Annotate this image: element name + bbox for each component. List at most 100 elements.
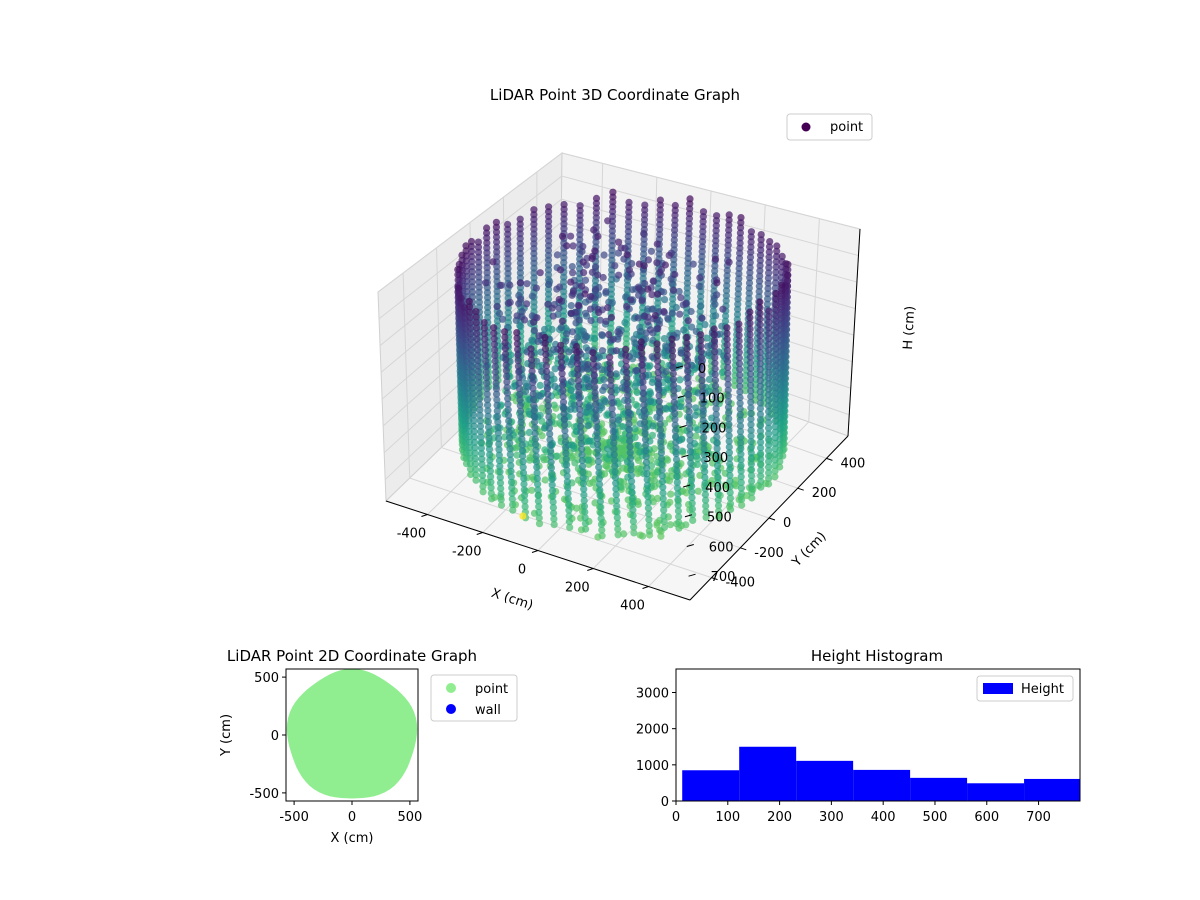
- histogram-bar: [967, 783, 1025, 801]
- point-3d: [694, 487, 702, 495]
- point-3d: [597, 520, 606, 529]
- point-3d: [548, 487, 557, 495]
- point-3d: [468, 373, 476, 381]
- point-3d: [688, 505, 697, 513]
- point-3d: [765, 248, 773, 256]
- point-3d: [568, 328, 577, 336]
- point-3d: [693, 460, 702, 469]
- point-3d: [477, 433, 485, 441]
- point-3d: [765, 413, 773, 421]
- y-tick-mark: [797, 487, 804, 491]
- point-3d: [579, 242, 587, 250]
- point-3d: [771, 412, 779, 420]
- point-3d: [484, 407, 492, 415]
- point-3d: [476, 417, 484, 425]
- point-3d: [480, 324, 488, 332]
- point-3d: [658, 472, 666, 480]
- point-3d: [533, 463, 541, 471]
- point-3d: [607, 347, 615, 355]
- point-3d: [557, 358, 566, 366]
- point-3d: [508, 501, 517, 509]
- point-3d: [595, 353, 603, 361]
- point-3d: [497, 495, 505, 504]
- point-3d: [567, 309, 575, 317]
- point-3d: [549, 312, 557, 320]
- point-3d: [556, 266, 565, 274]
- point-3d: [471, 449, 479, 457]
- point-3d: [503, 389, 511, 397]
- x-tick-label-hist: 200: [767, 810, 792, 825]
- point-3d: [483, 385, 491, 393]
- point-3d: [609, 335, 617, 343]
- point-3d: [756, 421, 765, 430]
- chart-3d-title: LiDAR Point 3D Coordinate Graph: [490, 86, 740, 104]
- point-3d: [756, 382, 764, 390]
- point-3d: [765, 458, 773, 466]
- point-3d: [734, 300, 742, 308]
- histogram-bar: [853, 769, 911, 801]
- point-3d: [673, 473, 681, 481]
- point-3d: [747, 415, 755, 423]
- point-3d: [757, 236, 765, 244]
- point-3d: [725, 211, 733, 219]
- point-3d: [606, 365, 614, 373]
- histogram-bar: [910, 777, 968, 801]
- point-3d: [575, 388, 583, 396]
- point-3d: [659, 495, 667, 503]
- point-3d: [484, 313, 492, 321]
- point-3d: [657, 532, 665, 540]
- point-3d: [534, 486, 542, 494]
- point-3d: [756, 262, 764, 270]
- point-3d: [567, 302, 575, 310]
- point-3d: [756, 315, 764, 323]
- point-3d: [504, 411, 513, 419]
- legend-3d-frame: [786, 113, 873, 141]
- x-tick-label-hist: 400: [871, 810, 896, 825]
- point-3d: [747, 438, 755, 446]
- point-3d: [612, 370, 620, 378]
- point-3d: [471, 438, 479, 446]
- point-3d: [581, 290, 589, 298]
- point-3d: [724, 380, 732, 389]
- legend-histogram: Height: [976, 675, 1074, 702]
- point-3d: [725, 409, 733, 417]
- point-3d: [514, 357, 522, 365]
- point-3d: [701, 473, 709, 482]
- point-3d: [535, 503, 543, 511]
- point-3d: [609, 422, 617, 430]
- point-3d: [685, 408, 693, 416]
- point-3d: [643, 481, 652, 489]
- point-3d: [660, 518, 668, 526]
- point-3d: [698, 376, 706, 384]
- point-3d: [476, 422, 485, 430]
- point-3d: [601, 383, 609, 391]
- point-3d: [596, 316, 604, 324]
- point-3d: [640, 262, 648, 270]
- point-3d: [735, 270, 743, 278]
- point-3d: [660, 506, 668, 514]
- point-3d: [688, 488, 696, 496]
- point-3d: [550, 401, 558, 409]
- point-3d: [627, 460, 635, 468]
- point-3d: [594, 440, 602, 448]
- point-3d: [591, 389, 599, 397]
- point-3d: [724, 363, 732, 372]
- point-3d: [778, 303, 786, 311]
- point-3d: [468, 268, 476, 276]
- point-3d: [756, 371, 764, 379]
- point-3d: [559, 392, 567, 401]
- point-3d: [685, 396, 693, 404]
- point-3d: [648, 431, 657, 439]
- point-3d: [669, 375, 678, 383]
- point-3d: [615, 238, 623, 246]
- point-3d: [531, 429, 539, 437]
- point-3d: [765, 258, 773, 266]
- point-3d: [638, 355, 646, 363]
- point-3d: [470, 427, 478, 436]
- point-3d: [587, 317, 595, 325]
- point-3d: [735, 275, 743, 283]
- point-3d: [614, 525, 622, 533]
- point-3d: [625, 266, 634, 274]
- point-3d: [520, 316, 529, 324]
- point-3d: [685, 391, 693, 399]
